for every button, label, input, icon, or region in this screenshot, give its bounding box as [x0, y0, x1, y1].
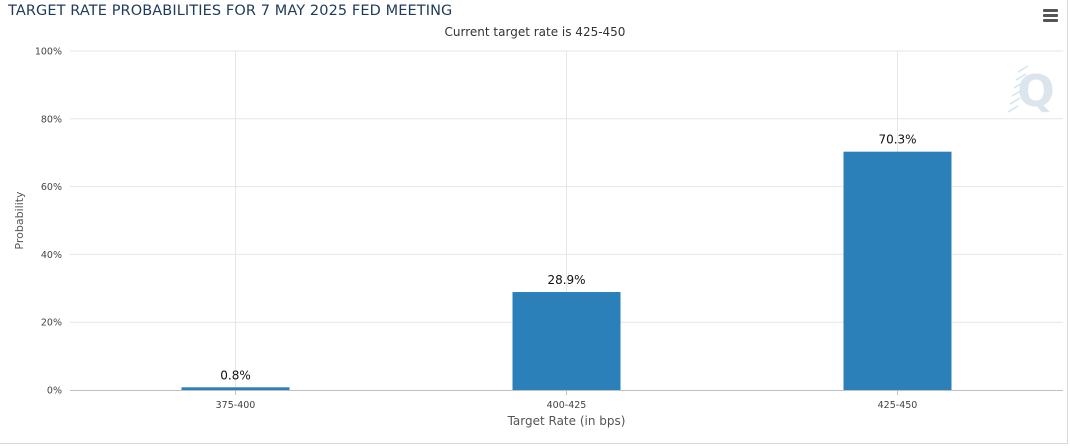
q-logo-stroke	[1017, 65, 1029, 73]
hamburger-menu-icon[interactable]	[1040, 6, 1062, 24]
data-label: 70.3%	[878, 133, 916, 147]
bar-375-400	[181, 387, 290, 390]
y-tick-label: 80%	[41, 114, 62, 125]
y-axis-title: Probability	[13, 191, 26, 250]
axes: 0% 20% 40% 60% 80% 100% 375-400 400-425 425-450 T…	[13, 47, 1063, 428]
x-tick-label: 375-400	[216, 400, 256, 411]
q-logo-icon: Q	[1007, 65, 1055, 117]
y-tick-label: 100%	[35, 47, 62, 58]
q-logo-stroke	[1009, 97, 1021, 105]
q-logo-stroke	[1013, 81, 1025, 89]
y-tick-label: 60%	[41, 182, 62, 193]
x-tick-label: 400-425	[547, 400, 587, 411]
y-tick-label: 40%	[41, 250, 62, 261]
bars: 0.8% 28.9% 70.3%	[181, 133, 952, 390]
q-logo-glyph: Q	[1017, 66, 1054, 117]
q-logo-stroke	[1011, 89, 1023, 97]
y-tick-label: 20%	[41, 318, 62, 329]
x-axis-title: Target Rate (in bps)	[507, 414, 626, 428]
chart-subtitle: Current target rate is 425-450	[444, 25, 626, 39]
chart-title: TARGET RATE PROBABILITIES FOR 7 MAY 2025…	[8, 3, 453, 19]
bar-400-425	[512, 292, 621, 390]
x-tick-label: 425-450	[878, 400, 918, 411]
q-logo-stroke	[1007, 105, 1019, 113]
data-label: 0.8%	[220, 368, 251, 382]
q-logo-stroke	[1015, 73, 1027, 81]
bar-425-450	[843, 151, 952, 390]
y-tick-label: 0%	[47, 386, 62, 397]
data-label: 28.9%	[547, 273, 585, 287]
